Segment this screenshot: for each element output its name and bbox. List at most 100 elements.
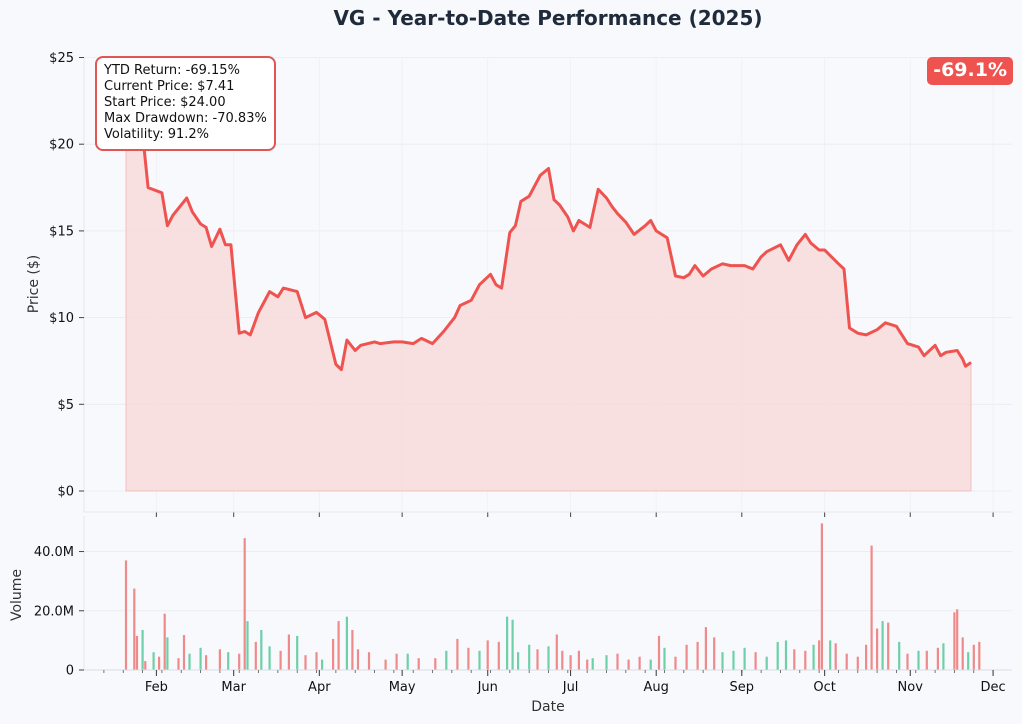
volume-bar — [417, 658, 420, 670]
volume-bar — [478, 650, 481, 671]
volume-y-tick-label: 0 — [66, 664, 74, 679]
price-y-tick-label: $5 — [57, 398, 74, 413]
volume-bar — [881, 621, 884, 670]
volume-bar — [820, 523, 823, 670]
volume-bar — [713, 637, 716, 670]
volume-bar — [238, 653, 241, 670]
stat-max-drawdown: Max Drawdown: -70.83% — [104, 111, 267, 126]
volume-bar — [776, 641, 779, 670]
stat-ytd-return: YTD Return: -69.15% — [104, 63, 240, 78]
volume-bar — [296, 635, 299, 670]
volume-bar — [218, 649, 221, 670]
volume-bar — [721, 652, 724, 670]
volume-y-ticks: 0 20.0M 40.0M — [34, 545, 84, 679]
volume-bar — [268, 646, 271, 670]
price-y-tick-label: $20 — [49, 138, 74, 153]
volume-bar — [876, 628, 879, 670]
volume-bar — [812, 644, 815, 670]
volume-bar — [743, 647, 746, 670]
volume-bar — [569, 655, 572, 670]
volume-bar — [188, 653, 191, 670]
x-tick-label: Jun — [477, 680, 498, 695]
volume-bar — [279, 650, 282, 671]
volume-bar — [133, 588, 136, 670]
stats-box: YTD Return: -69.15% Current Price: $7.41… — [95, 56, 276, 151]
volume-bar — [845, 653, 848, 670]
volume-bar — [152, 652, 155, 670]
volume-bar — [260, 630, 263, 670]
volume-bar — [898, 641, 901, 670]
volume-bar — [961, 637, 964, 670]
volume-bar — [956, 609, 959, 670]
x-tick-label: Sep — [730, 680, 755, 695]
volume-bar — [406, 653, 409, 670]
volume-bar — [793, 649, 796, 670]
volume-panel: 0 20.0M 40.0M Feb Mar Apr May Jun Jul Aug Sep Oct N… — [9, 516, 1012, 715]
volume-bar — [287, 634, 290, 670]
volume-bar — [497, 641, 500, 670]
volume-bar — [936, 647, 939, 670]
volume-bar — [158, 656, 161, 670]
volume-bar — [818, 640, 821, 670]
volume-bar — [177, 658, 180, 670]
x-tick-label: May — [389, 680, 416, 695]
volume-bar — [586, 659, 589, 670]
x-tick-label: Mar — [221, 680, 246, 695]
volume-bar — [243, 538, 246, 670]
volume-bar — [486, 640, 489, 670]
volume-bar — [434, 658, 437, 670]
volume-bar — [547, 646, 550, 670]
stat-current-price: Current Price: $7.41 — [104, 79, 235, 94]
volume-bar — [663, 647, 666, 670]
volume-bar — [917, 650, 920, 671]
volume-bar — [199, 647, 202, 670]
x-tick-label: Feb — [145, 680, 168, 695]
volume-bar — [616, 653, 619, 670]
volume-bar — [395, 653, 398, 670]
volume-bar — [870, 545, 873, 670]
volume-bar — [511, 619, 514, 670]
volume-bar — [536, 649, 539, 670]
volume-bar — [887, 622, 890, 670]
volume-bar — [205, 655, 208, 670]
volume-bars — [124, 523, 981, 671]
volume-bar — [467, 647, 470, 670]
x-tick-label: Nov — [898, 680, 924, 695]
volume-y-tick-label: 20.0M — [34, 604, 74, 619]
volume-bar — [627, 659, 630, 670]
x-tick-label: Apr — [308, 680, 331, 695]
volume-bar — [942, 643, 945, 670]
volume-bar — [856, 656, 859, 670]
volume-bar — [967, 652, 970, 670]
volume-bar — [577, 650, 580, 671]
volume-bar — [351, 630, 354, 670]
x-axis-label: Date — [531, 699, 564, 715]
return-badge: -69.1% — [927, 57, 1013, 85]
volume-bar — [517, 652, 520, 670]
volume-bar — [829, 640, 832, 670]
price-y-tick-label: $10 — [49, 311, 74, 326]
volume-bar — [925, 650, 928, 671]
volume-bar — [182, 635, 186, 670]
volume-bar — [657, 635, 661, 670]
volume-bar — [834, 643, 837, 670]
price-y-tick-label: $25 — [49, 51, 74, 66]
volume-bar — [765, 656, 768, 670]
volume-bar — [506, 616, 509, 670]
volume-bar — [605, 655, 608, 670]
chart-title: VG - Year-to-Date Performance (2025) — [333, 6, 762, 30]
volume-bar — [124, 560, 128, 670]
volume-bar — [561, 650, 564, 671]
price-y-tick-label: $15 — [49, 224, 74, 239]
volume-bar — [144, 661, 147, 670]
volume-bar — [972, 644, 975, 670]
volume-bar — [227, 652, 230, 670]
volume-y-axis-label: Volume — [9, 569, 25, 621]
x-tick-label: Dec — [981, 680, 1006, 695]
volume-bar — [704, 627, 707, 670]
volume-bar — [332, 638, 335, 670]
price-y-tick-label: $0 — [57, 485, 74, 500]
stat-start-price: Start Price: $24.00 — [104, 95, 226, 110]
volume-bar — [337, 621, 340, 670]
